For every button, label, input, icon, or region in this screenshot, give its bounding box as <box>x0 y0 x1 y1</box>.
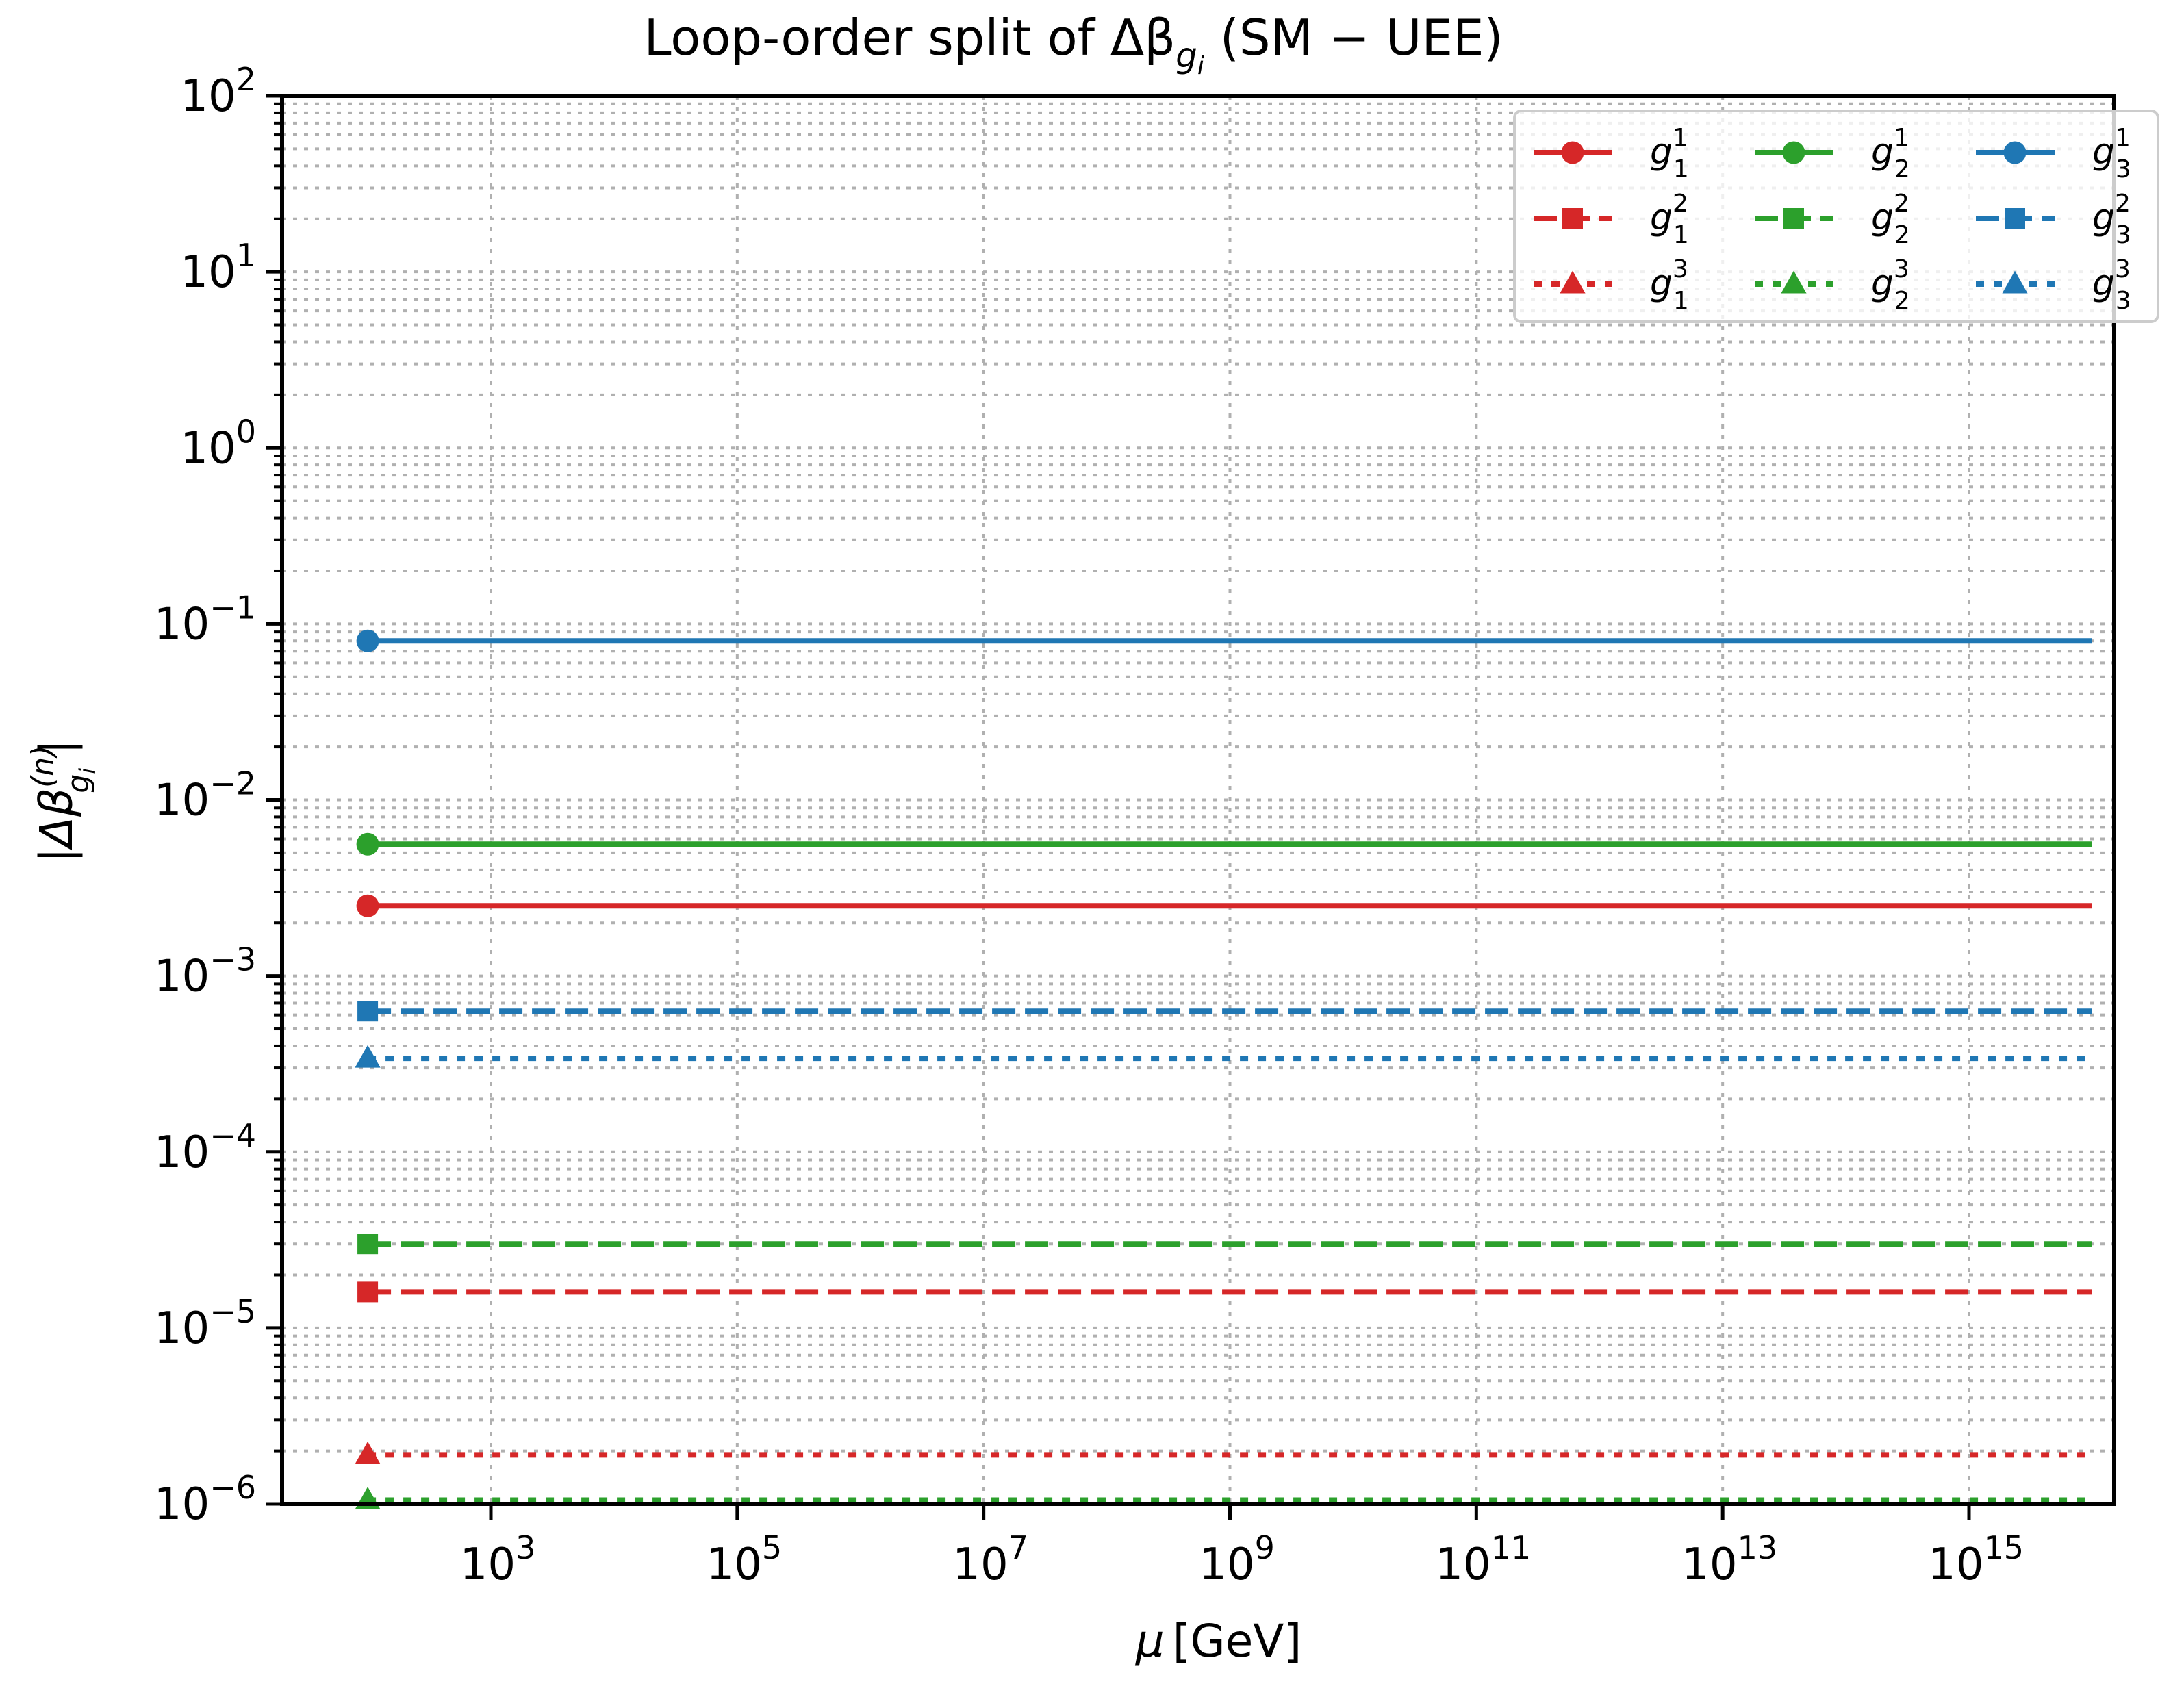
triangle-marker-icon <box>355 1487 381 1510</box>
x-tick-label: 105 <box>706 1529 782 1590</box>
y-label-bar-left: | <box>30 847 83 863</box>
legend-item: g1 2 <box>1755 124 1910 183</box>
series-g-1-1 <box>356 894 2092 917</box>
y-tick-label: 102 <box>180 61 256 122</box>
legend-item: g3 2 <box>1755 255 1910 315</box>
x-tick-label: 1013 <box>1681 1529 1777 1590</box>
x-tick-label: 1011 <box>1435 1529 1531 1590</box>
triangle-marker-icon <box>1781 270 1807 294</box>
legend-label: g3 2 <box>1871 255 1910 315</box>
x-tick-label: 109 <box>1199 1529 1275 1590</box>
y-tick-label: 10−2 <box>154 765 256 826</box>
circle-marker-icon <box>356 832 379 856</box>
legend-item: g2 1 <box>1534 190 1689 249</box>
y-tick-label: 100 <box>180 413 256 474</box>
circle-marker-icon <box>1782 141 1805 164</box>
legend-label: g3 1 <box>1650 255 1689 315</box>
triangle-marker-icon <box>2002 270 2028 294</box>
title-suffix: (SM − UEE) <box>1204 9 1503 66</box>
legend-label: g3 3 <box>2092 255 2131 315</box>
x-axis-label: μ [GeV] <box>1135 1615 1301 1668</box>
x-axis-ticks: 103 105 107 109 1011 1013 1015 <box>460 1504 2024 1590</box>
square-marker-icon <box>357 1001 379 1022</box>
x-label-unit: [GeV] <box>1173 1615 1301 1668</box>
square-marker-icon <box>1783 208 1804 229</box>
series-g-3-2 <box>357 1001 2092 1022</box>
series-g-3-3 <box>355 1045 2092 1068</box>
title-prefix: Loop-order split of Δβ <box>644 9 1176 66</box>
y-label-subsub: i <box>75 768 101 774</box>
x-label-mu: μ <box>1135 1615 1165 1668</box>
square-marker-icon <box>357 1281 379 1303</box>
legend: g1 1 g2 1 g3 1 g1 2 g2 2 g3 2 g1 3 g2 3 g3 3 <box>1513 110 2159 323</box>
y-tick-label: 10−4 <box>154 1117 256 1178</box>
y-label-sup: (n) <box>25 745 60 788</box>
y-tick-label: 10−5 <box>154 1293 256 1354</box>
x-tick-label: 107 <box>952 1529 1028 1590</box>
triangle-marker-icon <box>355 1045 381 1068</box>
y-tick-label: 10−3 <box>154 941 256 1002</box>
y-label-delta-beta: Δβ <box>30 788 83 851</box>
triangle-marker-icon <box>1560 270 1586 294</box>
title-subsub: i <box>1197 52 1204 80</box>
legend-label: g1 1 <box>1650 124 1689 183</box>
y-tick-label: 10−1 <box>154 589 256 650</box>
legend-item: g3 3 <box>1976 255 2131 315</box>
legend-item: g1 3 <box>1976 124 2131 183</box>
legend-item: g2 3 <box>1976 190 2131 249</box>
legend-label: g1 2 <box>1871 124 1910 183</box>
legend-label: g2 3 <box>2092 190 2131 249</box>
circle-marker-icon <box>2003 141 2027 164</box>
title-sub: g <box>1176 36 1197 75</box>
circle-marker-icon <box>356 894 379 917</box>
legend-box <box>1513 110 2159 323</box>
triangle-marker-icon <box>355 1441 381 1464</box>
y-tick-label: 10−6 <box>154 1469 256 1530</box>
legend-label: g1 3 <box>2092 124 2131 183</box>
series-g-2-3 <box>355 1487 2092 1510</box>
square-marker-icon <box>2005 208 2025 229</box>
legend-label: g2 2 <box>1871 190 1910 249</box>
series-g-1-2 <box>357 1281 2092 1303</box>
y-axis-label: |Δβ(n)gi| <box>25 739 101 863</box>
y-tick-label: 101 <box>180 237 256 298</box>
y-axis-ticks: 102 101 100 10−1 10−2 10−3 10−4 10−5 10−6 <box>154 61 282 1530</box>
series-g-1-3 <box>355 1441 2092 1464</box>
legend-label: g2 1 <box>1650 190 1689 249</box>
series-g-2-2 <box>357 1234 2092 1255</box>
plot-series <box>355 629 2092 1510</box>
y-label-bar-right: | <box>30 739 83 754</box>
y-label-sub: g <box>61 774 96 793</box>
circle-marker-icon <box>356 629 379 652</box>
circle-marker-icon <box>1561 141 1584 164</box>
series-g-2-1 <box>356 832 2092 856</box>
legend-item: g3 1 <box>1534 255 1689 315</box>
chart-title: Loop-order split of Δβgi (SM − UEE) <box>644 9 1503 80</box>
legend-item: g2 2 <box>1755 190 1910 249</box>
x-tick-label: 103 <box>460 1529 536 1590</box>
x-tick-label: 1015 <box>1928 1529 2024 1590</box>
square-marker-icon <box>357 1234 379 1255</box>
series-g-3-1 <box>356 629 2092 652</box>
legend-item: g1 1 <box>1534 124 1689 183</box>
square-marker-icon <box>1562 208 1583 229</box>
